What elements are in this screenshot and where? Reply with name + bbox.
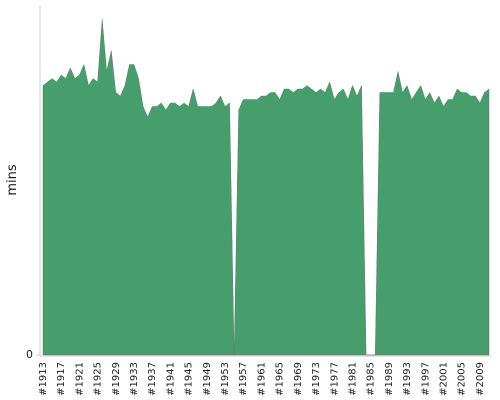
x-tick-label: #1997 [420,362,431,396]
x-tick-label: #1989 [384,362,395,396]
x-tick-label: #1937 [147,362,158,396]
x-tick-label: #1929 [111,362,122,396]
x-tick-label: #1921 [74,362,85,396]
x-tick-label: #1981 [347,362,358,396]
x-tick-label: #1933 [129,362,140,396]
x-tick-label: #1945 [184,362,195,396]
x-tick-label: #1953 [220,362,231,396]
x-tick-label: #1913 [38,362,49,396]
x-tick-label: #1925 [93,362,104,396]
x-tick-label: #1969 [293,362,304,396]
x-tick-label: #1917 [56,362,67,396]
x-tick-label: #1949 [202,362,213,396]
x-tick-label: #2005 [457,362,468,396]
x-tick-label: #1941 [165,362,176,396]
area [42,18,490,356]
x-tick-label: #1985 [366,362,377,396]
y-axis-label: mins [5,164,20,196]
y-tick-label: 0 [26,348,33,361]
x-tick-label: #1977 [329,362,340,396]
x-tick-label: #1957 [238,362,249,396]
x-tick-label: #1973 [311,362,322,396]
x-tick-label: #2001 [438,362,449,396]
x-tick-label: #2009 [475,362,486,396]
x-tick-label: #1961 [256,362,267,396]
x-tick-label: #1993 [402,362,413,396]
x-tick-label: #1965 [275,362,286,396]
